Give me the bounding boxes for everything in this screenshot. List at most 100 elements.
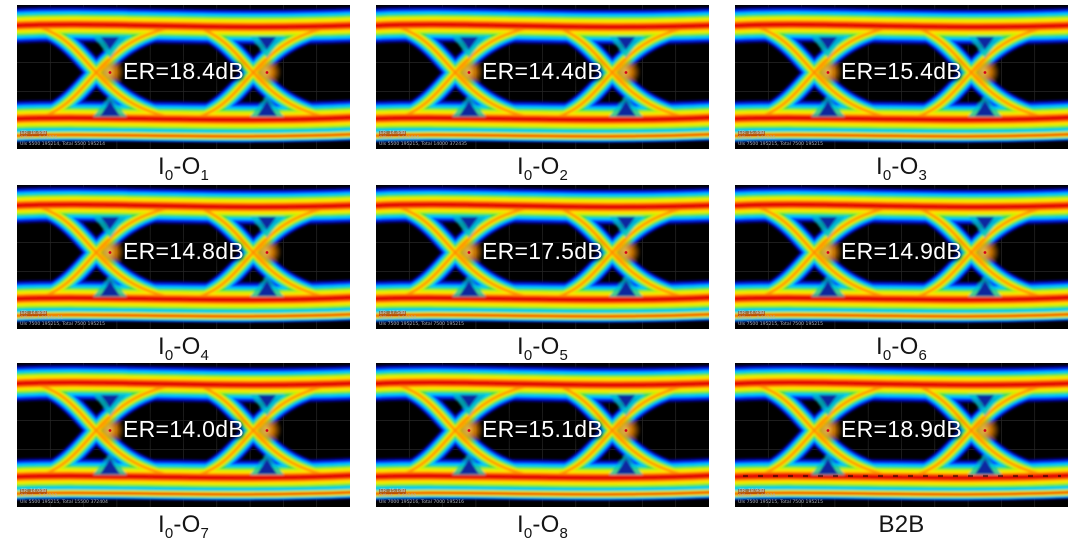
scope-info-text: ER: 14.8dB Offset: 4.0004e-11 UIs 7500 195… bbox=[20, 310, 106, 327]
caption-text: 0 bbox=[164, 167, 174, 184]
panel-caption-B2B: B2B bbox=[735, 511, 1068, 539]
caption-text: -O bbox=[891, 153, 919, 180]
scope-info-line: ER: 14.0dB bbox=[20, 488, 48, 495]
caption-text: I bbox=[157, 153, 165, 180]
scope-info-line: ER: 14.9dB bbox=[738, 310, 766, 317]
scope-info-text: ER: 18.4dB Offset: -0.00776 UIs 5500 19521… bbox=[20, 130, 106, 147]
scope-info-line: Offset: -0.00135 bbox=[738, 316, 776, 322]
scope-info-text: ER: 17.5dB Offset: -0.00110 UIs 7500 19521… bbox=[379, 310, 465, 327]
eye-trace bbox=[376, 6, 709, 143]
caption-text: -O bbox=[173, 153, 201, 180]
caption-text: -O bbox=[173, 511, 201, 538]
scope-info-line: UIs 5500 195215, Total 15500 372404 bbox=[20, 499, 108, 505]
eye-diagram bbox=[735, 185, 1068, 329]
caption-text: 5 bbox=[559, 347, 569, 364]
eye-diagram-panel-I0-O7: ER=14.0dB ER: 14.0dB Offset: -2.00312 UIs … bbox=[17, 363, 350, 507]
eye-diagram-panel-I0-O1: ER=18.4dB ER: 18.4dB Offset: -0.00776 UIs … bbox=[17, 5, 350, 149]
scope-info-line: ER: 18.4dB bbox=[20, 130, 48, 137]
scope-info-text: ER: 15.4dB Offset: -0.00235 UIs 7500 19521… bbox=[738, 130, 824, 147]
eye-diagram bbox=[17, 5, 350, 149]
caption-text: I bbox=[875, 153, 883, 180]
eye-diagram bbox=[735, 363, 1068, 507]
caption-text: 3 bbox=[918, 167, 928, 184]
caption-text: 0 bbox=[523, 347, 533, 364]
scope-info-line: UIs 7500 195215, Total 7500 195215 bbox=[738, 141, 824, 147]
panel-caption-I0-O1: I0-O1 bbox=[17, 153, 350, 184]
scope-info-line: ER: 15.1dB bbox=[379, 488, 407, 495]
scope-info-line: ER: 17.5dB bbox=[379, 310, 407, 317]
er-value-label: ER=18.4dB bbox=[123, 58, 244, 84]
eye-trace bbox=[17, 364, 350, 501]
eye-trace bbox=[17, 6, 350, 143]
panel-caption-I0-O7: I0-O7 bbox=[17, 511, 350, 539]
eye-diagram-panel-B2B: ER=18.9dB ER: 18.9dB Offset: -0.00238 UIs … bbox=[735, 363, 1068, 507]
eye-trace bbox=[735, 186, 1068, 323]
scope-info-line: ER: 15.4dB bbox=[738, 130, 766, 137]
er-value-label: ER=15.4dB bbox=[841, 58, 962, 84]
scope-info-text: ER: 14.9dB Offset: -0.00135 UIs 7500 19521… bbox=[738, 310, 824, 327]
caption-text: 0 bbox=[882, 347, 892, 364]
eye-trace bbox=[735, 364, 1068, 501]
er-value-label: ER=18.9dB bbox=[841, 416, 962, 442]
scope-info-line: UIs 5500 195214, Total 5500 195214 bbox=[20, 141, 106, 147]
eye-diagram-panel-I0-O4: ER=14.8dB ER: 14.8dB Offset: 4.0004e-11 UI… bbox=[17, 185, 350, 329]
eye-diagram-panel-I0-O3: ER=15.4dB ER: 15.4dB Offset: -0.00235 UIs … bbox=[735, 5, 1068, 149]
eye-diagram-panel-I0-O5: ER=17.5dB ER: 17.5dB Offset: -0.00110 UIs … bbox=[376, 185, 709, 329]
eye-diagram-panel-I0-O6: ER=14.9dB ER: 14.9dB Offset: -0.00135 UIs … bbox=[735, 185, 1068, 329]
caption-text: I bbox=[516, 511, 524, 538]
eye-trace bbox=[17, 186, 350, 323]
eye-diagram bbox=[376, 185, 709, 329]
caption-text: I bbox=[157, 511, 165, 538]
caption-text: 6 bbox=[918, 347, 928, 364]
caption-text: 7 bbox=[200, 525, 210, 539]
caption-text: 0 bbox=[523, 167, 533, 184]
caption-text: 8 bbox=[559, 525, 569, 539]
er-value-label: ER=14.0dB bbox=[123, 416, 244, 442]
er-value-label: ER=15.1dB bbox=[482, 416, 603, 442]
panel-caption-I0-O2: I0-O2 bbox=[376, 153, 709, 184]
scope-info-text: ER: 18.9dB Offset: -0.00238 UIs 7500 19521… bbox=[738, 488, 824, 505]
scope-info-text: ER: 14.4dB Offset: -0.001005 UIs 5500 1952… bbox=[379, 130, 467, 147]
caption-text: 4 bbox=[200, 347, 210, 364]
panel-caption-I0-O5: I0-O5 bbox=[376, 333, 709, 364]
caption-text: 2 bbox=[559, 167, 569, 184]
caption-text: I bbox=[516, 333, 524, 360]
caption-text: 0 bbox=[882, 167, 892, 184]
caption-text: B2B bbox=[878, 511, 925, 538]
scope-info-line: UIs 7500 195215, Total 7500 195215 bbox=[738, 499, 824, 505]
scope-info-line: Offset: -0.00235 bbox=[738, 136, 776, 142]
caption-text: I bbox=[516, 153, 524, 180]
scope-info-line: UIs 5500 195215, Total 14000 372435 bbox=[379, 141, 467, 147]
caption-text: -O bbox=[173, 333, 201, 360]
er-value-label: ER=14.8dB bbox=[123, 238, 244, 264]
scope-info-line: Offset: -0.00202 bbox=[379, 494, 417, 500]
er-value-label: ER=17.5dB bbox=[482, 238, 603, 264]
caption-text: -O bbox=[891, 333, 919, 360]
scope-info-line: Offset: 4.0004e-11 bbox=[20, 316, 64, 322]
scope-info-line: Offset: -0.00110 bbox=[379, 316, 417, 322]
caption-text: I bbox=[157, 333, 165, 360]
scope-info-line: UIs 7500 195215, Total 7500 195215 bbox=[379, 321, 465, 327]
scope-info-line: Offset: -0.00238 bbox=[738, 494, 776, 500]
panel-caption-I0-O8: I0-O8 bbox=[376, 511, 709, 539]
eye-diagram-panel-I0-O8: ER=15.1dB ER: 15.1dB Offset: -0.00202 UIs … bbox=[376, 363, 709, 507]
scope-info-line: UIs 7000 195216, Total 7000 195216 bbox=[379, 499, 465, 505]
scope-info-line: UIs 7500 195215, Total 7500 195215 bbox=[738, 321, 824, 327]
caption-text: 0 bbox=[523, 525, 533, 539]
scope-info-text: ER: 14.0dB Offset: -2.00312 UIs 5500 19521… bbox=[20, 488, 108, 505]
panel-caption-I0-O3: I0-O3 bbox=[735, 153, 1068, 184]
scope-info-line: UIs 7500 195215, Total 7500 195215 bbox=[20, 321, 106, 327]
panel-caption-I0-O4: I0-O4 bbox=[17, 333, 350, 364]
caption-text: 0 bbox=[164, 525, 174, 539]
caption-text: I bbox=[875, 333, 883, 360]
caption-text: -O bbox=[532, 333, 560, 360]
eye-diagram bbox=[376, 5, 709, 149]
eye-trace bbox=[376, 364, 709, 501]
caption-text: 0 bbox=[164, 347, 174, 364]
caption-text: 1 bbox=[200, 167, 210, 184]
caption-text: -O bbox=[532, 153, 560, 180]
scope-info-line: Offset: -0.001005 bbox=[379, 136, 420, 142]
scope-info-text: ER: 15.1dB Offset: -0.00202 UIs 7000 19521… bbox=[379, 488, 465, 505]
scope-info-line: Offset: -0.00776 bbox=[20, 136, 58, 142]
